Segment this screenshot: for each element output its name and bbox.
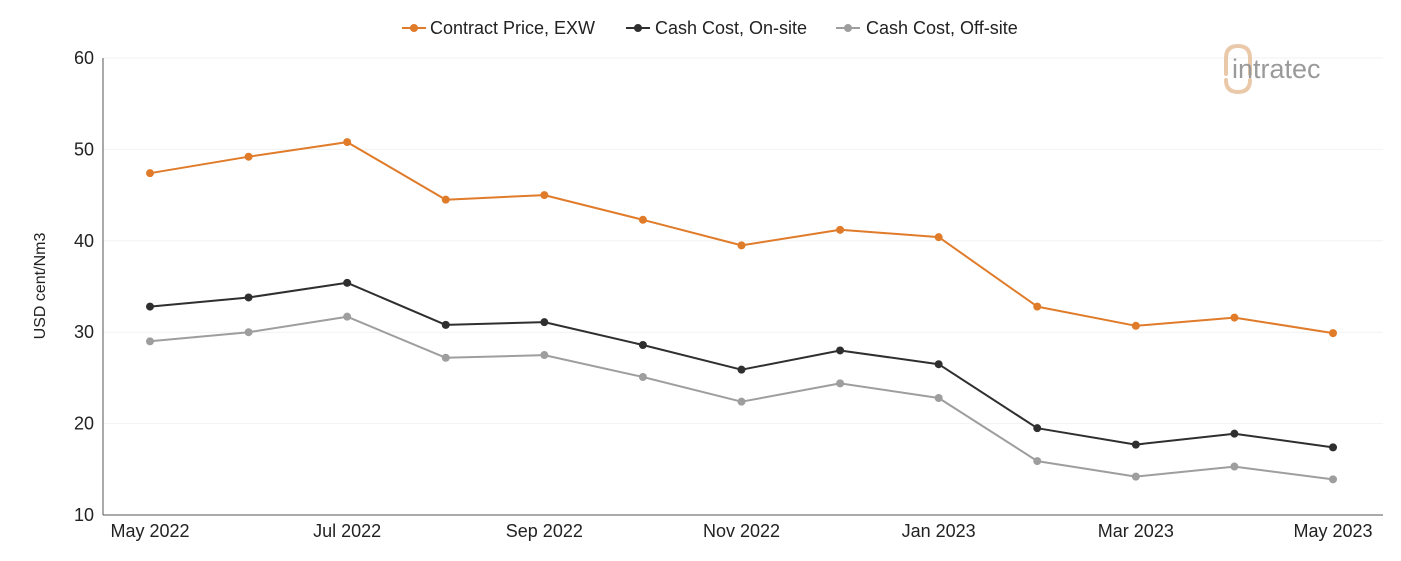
x-tick-labels: May 2022 Jul 2022 Sep 2022 Nov 2022 Jan 2023… [110, 521, 1372, 541]
data-point [934, 394, 943, 403]
logo-text: intratec [1232, 54, 1321, 84]
legend-swatch-marker [410, 24, 418, 32]
data-point [1230, 313, 1239, 322]
data-point [934, 233, 943, 242]
legend-swatch-marker [844, 24, 852, 32]
legend-item: Cash Cost, On-site [626, 18, 807, 38]
x-tick-label: Nov 2022 [703, 521, 780, 541]
data-point [1329, 329, 1337, 338]
data-point [540, 318, 549, 327]
series-line [149, 281, 1334, 449]
data-point [836, 379, 845, 388]
data-point [540, 191, 549, 200]
data-point [1033, 424, 1042, 433]
data-point [638, 215, 647, 224]
series-0 [146, 138, 1337, 338]
legend-item: Contract Price, EXW [402, 18, 595, 38]
x-tick-label: Jan 2023 [902, 521, 976, 541]
data-point [737, 397, 746, 406]
legend-item: Cash Cost, Off-site [836, 18, 1018, 38]
intratec-logo: intratec [1224, 43, 1321, 95]
data-point [343, 278, 352, 287]
legend-swatch-marker [634, 24, 642, 32]
logo-mark-icon [1224, 43, 1252, 76]
x-tick-label: Jul 2022 [313, 521, 381, 541]
y-tick-label: 20 [74, 414, 94, 434]
legend: Contract Price, EXW Cash Cost, On-site Cas… [402, 18, 1018, 38]
data-point [343, 312, 352, 321]
data-point [244, 328, 253, 337]
data-point [1230, 429, 1239, 438]
y-tick-label: 60 [74, 48, 94, 68]
data-point [737, 365, 746, 374]
grid-lines [103, 57, 1383, 425]
data-point [1329, 475, 1337, 484]
data-point [836, 225, 845, 234]
x-tick-label: May 2023 [1293, 521, 1372, 541]
data-point [1033, 302, 1042, 311]
legend-label: Cash Cost, Off-site [866, 18, 1018, 38]
data-point [441, 195, 450, 204]
axes [102, 58, 1383, 516]
data-point [737, 241, 746, 250]
data-point [1230, 462, 1239, 471]
data-point [638, 372, 647, 381]
data-point [1131, 321, 1140, 330]
data-point [441, 353, 450, 362]
y-tick-label: 30 [74, 322, 94, 342]
y-axis-title: USD cent/Nm3 [32, 233, 49, 340]
data-point [441, 320, 450, 329]
y-tick-label: 10 [74, 505, 94, 525]
y-tick-label: 40 [74, 231, 94, 251]
data-point [1131, 472, 1140, 481]
legend-label: Contract Price, EXW [430, 18, 595, 38]
series-lines [146, 138, 1337, 484]
data-point [146, 302, 154, 311]
x-tick-label: May 2022 [110, 521, 189, 541]
data-point [540, 351, 549, 360]
logo-arrow-icon [1224, 78, 1252, 95]
data-point [244, 293, 253, 302]
y-tick-labels: 10 20 30 40 50 60 [74, 48, 94, 525]
x-tick-label: Mar 2023 [1098, 521, 1174, 541]
data-point [836, 346, 845, 355]
data-point [343, 138, 352, 147]
data-point [1329, 443, 1337, 452]
data-point [244, 152, 253, 161]
data-point [638, 340, 647, 349]
data-point [934, 360, 943, 369]
legend-label: Cash Cost, On-site [655, 18, 807, 38]
y-tick-label: 50 [74, 139, 94, 159]
data-point [1033, 457, 1042, 466]
data-point [146, 169, 154, 178]
series-line [149, 141, 1334, 335]
series-1 [146, 278, 1337, 452]
data-point [146, 337, 154, 346]
series-2 [146, 312, 1337, 484]
data-point [1131, 440, 1140, 449]
x-tick-label: Sep 2022 [506, 521, 583, 541]
